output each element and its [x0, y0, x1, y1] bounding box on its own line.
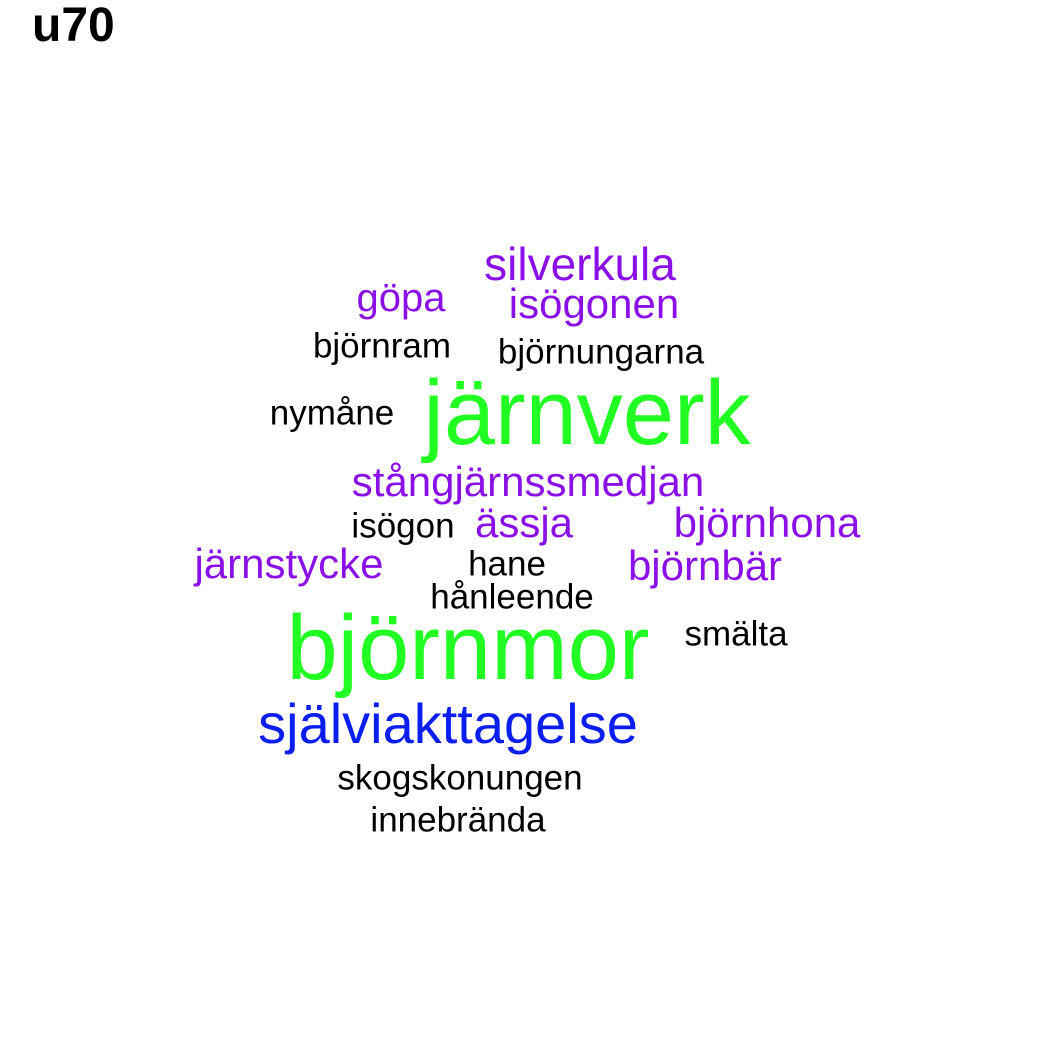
- word-silverkula: silverkula: [484, 238, 676, 290]
- word-hanleende: hånleende: [430, 577, 594, 617]
- word-hane: hane: [468, 544, 546, 584]
- page-title: u70: [32, 0, 115, 52]
- word-gopa: göpa: [356, 276, 446, 320]
- word-jarnverk: järnverk: [423, 362, 751, 464]
- word-bjornram: björnram: [312, 326, 452, 366]
- word-sjalviakttagelse: själviakttagelse: [258, 692, 638, 755]
- word-jarnstycke: järnstycke: [194, 540, 384, 587]
- word-innebranda: innebrända: [370, 800, 546, 840]
- word-bjornungarna: björnungarna: [497, 332, 705, 372]
- word-stangjarnssmedjan: stångjärnssmedjan: [351, 458, 705, 505]
- word-bjornmor: björnmor: [286, 597, 650, 699]
- word-smalta: smälta: [684, 614, 788, 654]
- word-isogon: isögon: [351, 506, 455, 546]
- word-assja: ässja: [474, 499, 574, 546]
- word-skogskonungen: skogskonungen: [337, 758, 583, 798]
- word-bjornhona: björnhona: [673, 499, 861, 546]
- word-isogonen: isögonen: [508, 280, 680, 327]
- word-nymane: nymåne: [269, 393, 395, 433]
- word-bjornbar: björnbär: [627, 542, 783, 589]
